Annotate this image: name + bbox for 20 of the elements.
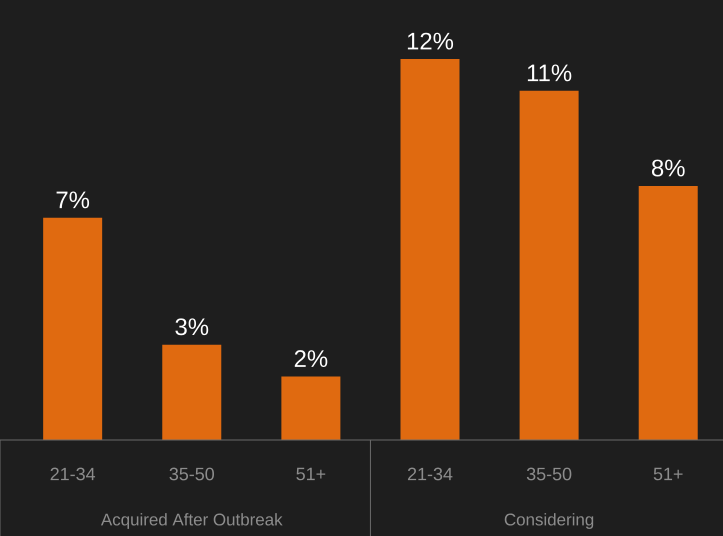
bar (43, 218, 102, 440)
data-label: 2% (294, 350, 328, 367)
bar (400, 59, 460, 440)
x-tick-label: 21-34 (50, 468, 96, 480)
x-tick-label: 35-50 (526, 468, 572, 480)
bar (520, 90, 579, 440)
bar (638, 186, 698, 440)
text: Acquired After Outbreak (100, 513, 283, 529)
x-tick-label: 51+ (654, 468, 683, 480)
data-label: 11% (528, 64, 572, 82)
data-label: 12% (408, 32, 454, 50)
data-label: 8% (652, 160, 685, 177)
x-tick-label: 51+ (296, 468, 326, 480)
text: Considering (504, 513, 594, 529)
data-label: 3% (175, 318, 208, 336)
bar (162, 344, 222, 440)
bar (281, 376, 340, 440)
x-tick-label: 35-50 (170, 468, 214, 480)
x-tick-label: 21-34 (408, 468, 452, 480)
data-label: 7% (56, 192, 90, 208)
